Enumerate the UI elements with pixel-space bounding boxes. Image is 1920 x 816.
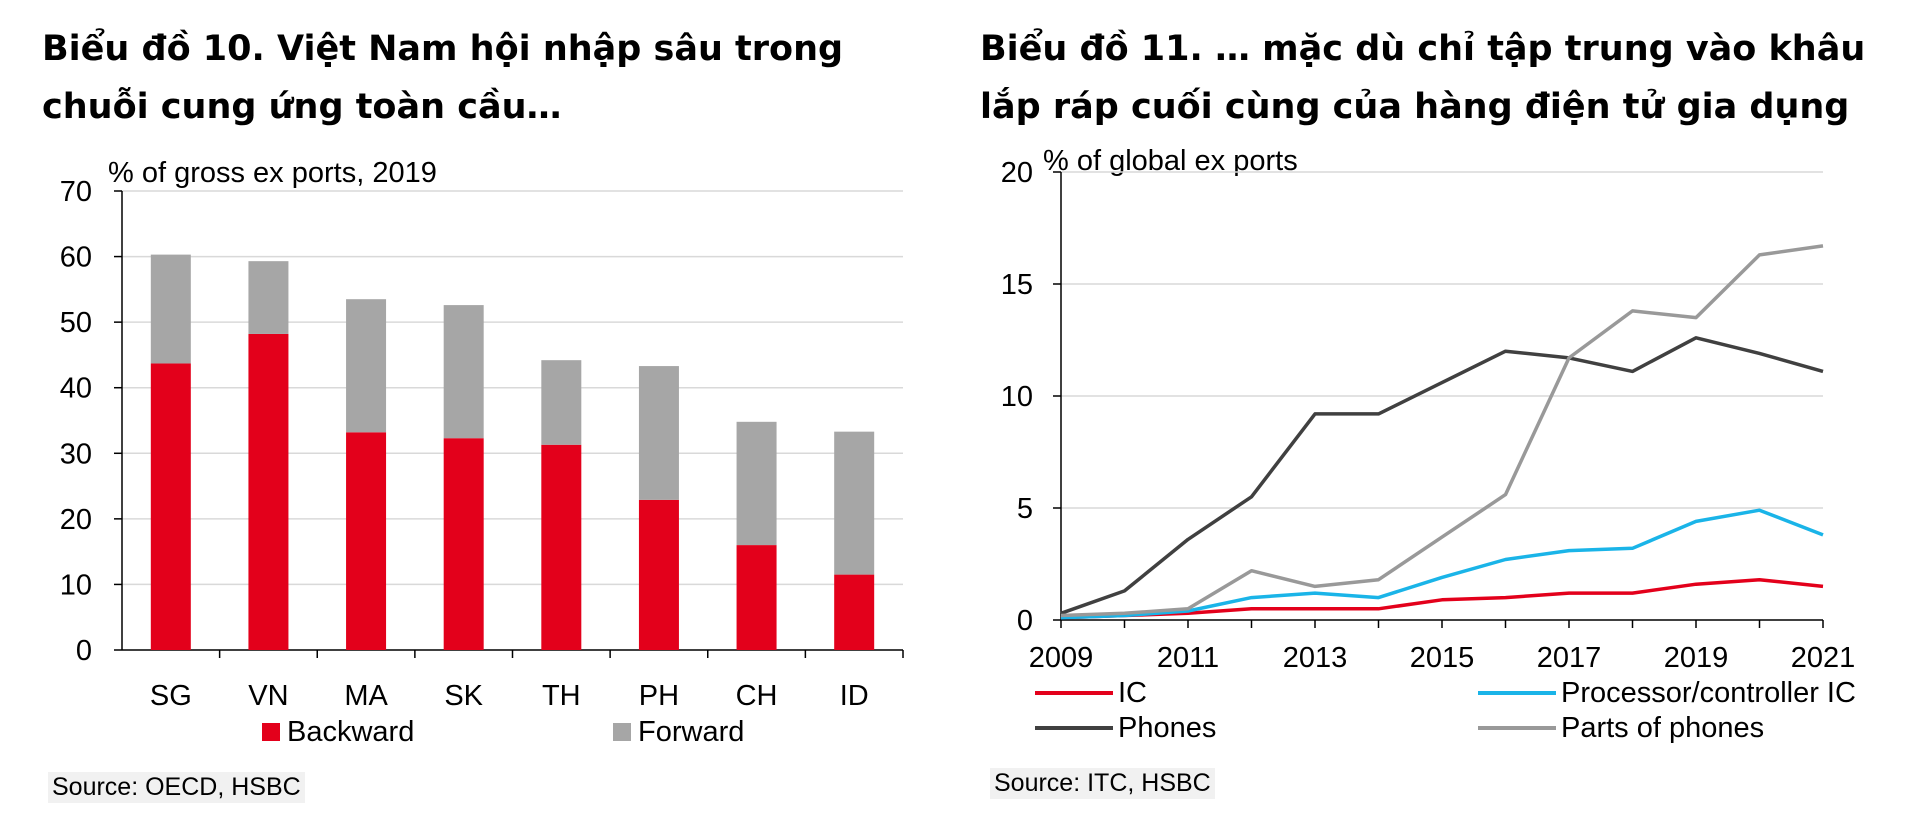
source-note: Source: ITC, HSBC [990, 768, 1215, 799]
x-tick-label: TH [542, 680, 581, 712]
bar-forward-ch [736, 421, 777, 546]
y-tick-label: 70 [60, 176, 92, 208]
legend-swatch-backward [262, 723, 280, 741]
x-tick-label: CH [736, 680, 778, 712]
bar-forward-ma [346, 299, 387, 433]
y-tick-label: 15 [1001, 269, 1033, 301]
bar-forward-id [834, 431, 875, 575]
y-tick-label: 60 [60, 242, 92, 274]
x-tick-label: VN [248, 680, 288, 712]
bar-forward-sk [443, 305, 484, 439]
x-tick-label: 2019 [1664, 642, 1729, 674]
y-tick-label: 20 [60, 504, 92, 536]
series-line-parts-of-phones [1060, 244, 1824, 618]
bar-forward-sg [150, 254, 191, 364]
legend-swatch-forward [613, 723, 631, 741]
y-tick-label: 0 [76, 635, 92, 667]
legend-label-ic: IC [1118, 677, 1147, 709]
bar-backward-sg [150, 363, 191, 650]
y-tick-label: 10 [60, 569, 92, 601]
chart-title: Biểu đồ 10. Việt Nam hội nhập sâu trong … [42, 29, 844, 127]
series-line-processor-controller-ic [1060, 508, 1824, 620]
series-line-phones [1060, 336, 1824, 615]
legend-label-forward: Forward [638, 716, 744, 748]
chart-title: Biểu đồ 11. … mặc dù chỉ tập trung vào k… [980, 29, 1866, 127]
bar-backward-ma [346, 432, 387, 650]
bar-forward-vn [248, 261, 289, 334]
y-tick-label: 0 [1017, 605, 1033, 637]
bar-backward-vn [248, 333, 289, 650]
x-tick-label: 2013 [1283, 642, 1348, 674]
x-tick-label: MA [344, 680, 388, 712]
x-tick-label: PH [639, 680, 679, 712]
bar-backward-sk [443, 438, 484, 650]
y-tick-label: 5 [1017, 493, 1033, 525]
y-tick-label: 30 [60, 438, 92, 470]
bar-backward-id [834, 574, 875, 650]
x-tick-label: 2009 [1029, 642, 1094, 674]
bar-backward-th [541, 444, 582, 650]
x-tick-label: SK [444, 680, 483, 712]
bar-forward-ph [638, 366, 679, 500]
chart-panel-gvc-participation: Biểu đồ 10. Việt Nam hội nhập sâu trong … [42, 29, 904, 803]
x-tick-label: 2021 [1791, 642, 1856, 674]
stacked-bar-chart: % of gross ex ports, 2019 0 10 20 30 40 50 60 70… [60, 157, 904, 748]
unit-label: % of gross ex ports, 2019 [108, 157, 437, 189]
chart-panel-global-export-share: Biểu đồ 11. … mặc dù chỉ tập trung vào k… [960, 0, 1920, 816]
x-tick-label: SG [150, 680, 192, 712]
x-tick-label: 2017 [1537, 642, 1602, 674]
y-tick-label: 20 [1001, 157, 1033, 189]
series-line-ic [1060, 577, 1824, 620]
legend-label-phones: Phones [1118, 712, 1216, 744]
legend-label-parts-of-phones: Parts of phones [1561, 712, 1764, 744]
x-tick-label: 2011 [1157, 642, 1219, 674]
source-note: Source: OECD, HSBC [48, 772, 305, 803]
bar-forward-th [541, 360, 582, 445]
bar-backward-ph [638, 499, 679, 650]
y-tick-label: 50 [60, 307, 92, 339]
x-tick-label: 2015 [1410, 642, 1475, 674]
legend-label-processor-controller-ic: Processor/controller IC [1561, 677, 1856, 709]
bar-backward-ch [736, 545, 777, 650]
legend-label-backward: Backward [287, 716, 414, 748]
y-tick-label: 40 [60, 373, 92, 405]
x-tick-label: ID [840, 680, 869, 712]
y-tick-label: 10 [1001, 381, 1033, 413]
